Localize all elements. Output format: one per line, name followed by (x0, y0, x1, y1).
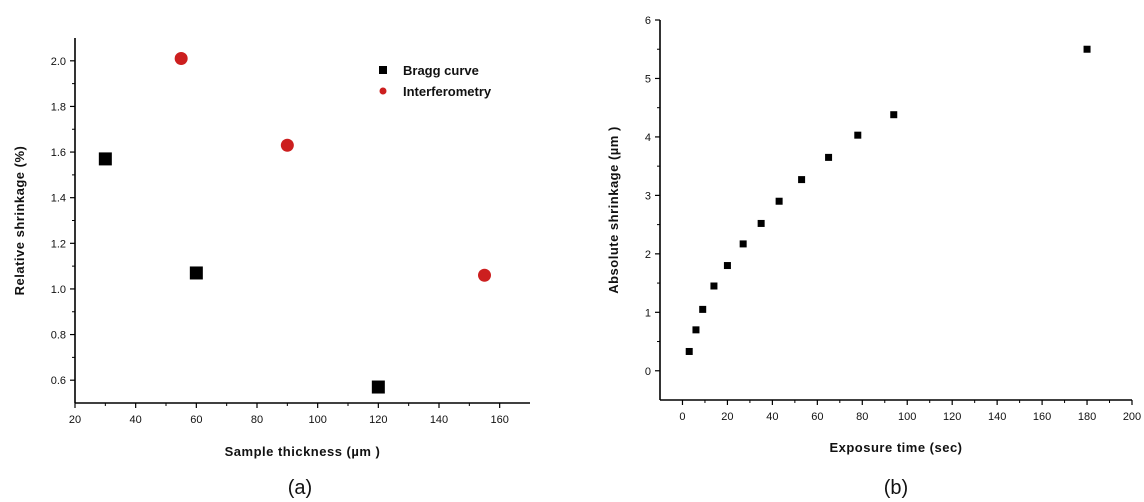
data-point-circle (478, 268, 491, 282)
legend-marker-circle (379, 87, 387, 95)
y-tick-label: 5 (645, 73, 651, 85)
y-tick-label: 1.2 (51, 238, 66, 250)
x-tick-label: 60 (811, 411, 823, 423)
x-tick-label: 80 (856, 411, 868, 423)
x-tick-label: 120 (369, 414, 387, 426)
legend-label: Interferometry (403, 84, 492, 99)
y-tick-label: 1 (645, 307, 651, 319)
x-tick-label: 180 (1078, 411, 1096, 423)
data-point-square (798, 176, 806, 184)
data-point-circle (280, 138, 294, 152)
data-point-square (98, 152, 112, 166)
data-point-square (1083, 45, 1091, 53)
data-point-square (699, 305, 707, 313)
data-point-square (371, 380, 385, 394)
x-tick-label: 0 (679, 411, 685, 423)
y-tick-label: 2 (645, 249, 651, 261)
y-tick-label: 0 (645, 366, 651, 378)
data-point-square (723, 262, 731, 270)
x-tick-label: 80 (251, 414, 263, 426)
panel-label: (a) (288, 477, 312, 499)
x-tick-label: 160 (1033, 411, 1051, 423)
x-axis-title: Sample thickness (µm ) (225, 444, 381, 459)
y-tick-label: 0.6 (51, 375, 66, 387)
y-tick-label: 3 (645, 190, 651, 202)
x-tick-label: 20 (721, 411, 733, 423)
panel-a-chart: 20 40 60 80 100 120 140 160 0.6 0.8 1.0 1.2 1.4 1.6 1.… (12, 38, 530, 499)
data-point-square (692, 326, 700, 334)
x-tick-label: 100 (898, 411, 916, 423)
y-axis-title: Relative shrinkage (%) (12, 146, 27, 296)
data-point-square (685, 347, 693, 355)
data-point-square (775, 197, 783, 205)
x-tick-label: 60 (190, 414, 202, 426)
y-tick-label: 6 (645, 15, 651, 27)
y-tick-label: 0.8 (51, 330, 66, 342)
data-point-square (890, 111, 898, 119)
y-tick-label: 1.8 (51, 101, 66, 113)
panel-label: (b) (884, 477, 908, 499)
data-point-square (757, 219, 765, 227)
legend-marker-square (379, 66, 387, 74)
y-axis-title: Absolute shrinkage (µm ) (606, 126, 621, 294)
y-tick-label: 1.6 (51, 147, 66, 159)
x-tick-label: 200 (1123, 411, 1141, 423)
data-point-square (854, 131, 862, 139)
y-tick-label: 4 (645, 132, 651, 144)
panel-b-chart: 0 20 40 60 80 100 120 140 160 180 200 0 1 2 3 4 5 6 Exposu… (606, 15, 1141, 499)
x-tick-label: 40 (766, 411, 778, 423)
x-tick-label: 40 (130, 414, 142, 426)
data-point-square (739, 240, 747, 248)
legend-label: Bragg curve (403, 63, 479, 78)
x-tick-label: 100 (308, 414, 326, 426)
x-tick-label: 20 (69, 414, 81, 426)
data-point-circle (174, 52, 188, 66)
data-point-square (189, 266, 203, 280)
x-axis-title: Exposure time (sec) (829, 440, 962, 455)
data-point-square (825, 153, 833, 161)
y-tick-label: 1.0 (51, 284, 66, 296)
y-tick-label: 2.0 (51, 56, 66, 68)
y-tick-label: 1.4 (51, 193, 66, 205)
x-tick-label: 140 (988, 411, 1006, 423)
x-tick-label: 120 (943, 411, 961, 423)
x-tick-label: 160 (490, 414, 508, 426)
x-tick-label: 140 (430, 414, 448, 426)
data-point-square (710, 282, 718, 290)
